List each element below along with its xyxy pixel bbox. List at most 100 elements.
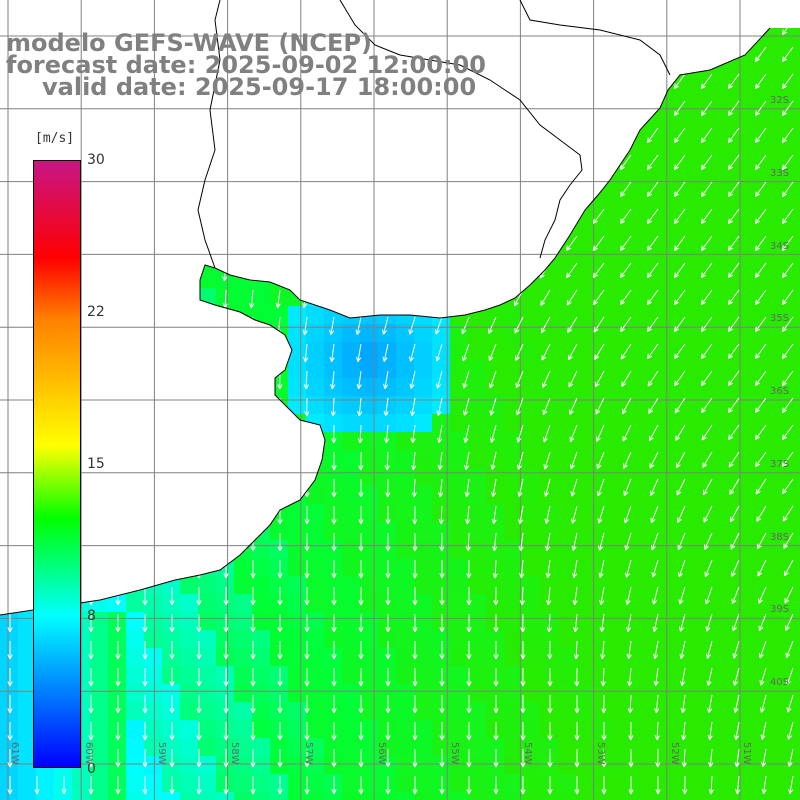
wind-arrow <box>700 181 713 197</box>
wind-arrow <box>304 668 310 687</box>
field-cell <box>594 270 612 288</box>
field-cell <box>720 180 738 198</box>
field-cell <box>324 666 342 684</box>
field-cell <box>576 468 594 486</box>
field-cell <box>702 774 720 792</box>
field-cell <box>432 324 450 342</box>
field-cell <box>504 576 522 594</box>
field-cell <box>342 648 360 666</box>
lon-label-51w: 51W <box>741 742 752 765</box>
wind-arrow <box>196 695 202 714</box>
field-cell <box>540 612 558 630</box>
wind-arrow <box>626 613 632 633</box>
title-valid-date: valid date: 2025-09-17 18:00:00 <box>42 73 477 101</box>
field-cell <box>432 792 450 800</box>
field-cell <box>702 450 720 468</box>
field-cell <box>540 684 558 702</box>
field-cell <box>738 90 756 108</box>
field-cell <box>432 360 450 378</box>
field-cell <box>180 666 198 684</box>
wind-arrow <box>115 641 121 660</box>
wind-arrow <box>754 343 767 359</box>
field-cell <box>666 252 684 270</box>
field-cell <box>198 648 216 666</box>
wind-arrow <box>730 532 740 550</box>
field-cell <box>414 738 432 756</box>
field-cell <box>792 792 800 800</box>
wind-arrow <box>620 343 632 360</box>
field-cell <box>126 666 144 684</box>
wind-arrow <box>646 127 659 143</box>
field-cell <box>252 684 270 702</box>
field-cell <box>774 792 792 800</box>
field-cell <box>792 684 800 702</box>
field-cell <box>468 396 486 414</box>
field-cell <box>702 594 720 612</box>
field-cell <box>756 576 774 594</box>
wind-arrow <box>88 722 94 741</box>
field-cell <box>198 630 216 648</box>
field-cell <box>306 756 324 774</box>
field-cell <box>504 540 522 558</box>
field-cell <box>756 378 774 396</box>
field-cell <box>702 360 720 378</box>
field-cell <box>684 288 702 306</box>
wind-arrow <box>250 641 256 660</box>
field-cell <box>378 720 396 738</box>
wind-arrow <box>491 478 497 498</box>
field-cell <box>792 738 800 756</box>
wind-arrow <box>142 641 148 660</box>
field-cell <box>666 648 684 666</box>
field-cell <box>360 540 378 558</box>
field-cell <box>432 738 450 756</box>
wind-arrow <box>677 559 686 578</box>
wind-arrow <box>223 668 229 687</box>
wind-arrow <box>781 73 794 89</box>
field-cell <box>252 702 270 720</box>
wind-arrow <box>623 505 632 524</box>
wind-arrow <box>381 316 389 335</box>
field-cell <box>576 270 594 288</box>
wind-arrow <box>573 613 579 633</box>
field-cell <box>792 162 800 180</box>
field-cell <box>738 558 756 576</box>
wind-arrow <box>595 397 605 415</box>
field-cell <box>774 198 792 216</box>
field-cell <box>738 720 756 738</box>
field-cell <box>684 612 702 630</box>
field-cell <box>468 756 486 774</box>
field-cell <box>702 90 720 108</box>
wind-arrow <box>331 641 337 660</box>
field-cell <box>414 324 432 342</box>
wind-arrow <box>625 586 632 605</box>
field-cell <box>576 432 594 450</box>
wind-arrow <box>223 614 229 633</box>
field-cell <box>486 612 504 630</box>
field-cell <box>648 162 666 180</box>
field-cell <box>522 648 540 666</box>
wind-arrow <box>600 640 606 660</box>
field-cell <box>684 432 702 450</box>
field-cell <box>396 612 414 630</box>
wind-arrow <box>493 668 499 687</box>
field-cell <box>666 666 684 684</box>
field-cell <box>648 252 666 270</box>
wind-arrow <box>569 424 578 443</box>
field-cell <box>126 684 144 702</box>
wind-arrow <box>488 343 497 362</box>
wind-arrow <box>517 478 524 497</box>
field-cell <box>540 630 558 648</box>
wind-arrow <box>488 316 497 334</box>
field-cell <box>468 720 486 738</box>
field-cell <box>648 576 666 594</box>
wind-arrow <box>304 695 310 714</box>
field-cell <box>774 540 792 558</box>
field-cell <box>720 252 738 270</box>
field-cell <box>720 306 738 324</box>
wind-arrow <box>34 776 40 795</box>
wind-arrow <box>600 667 606 687</box>
field-cell <box>144 738 162 756</box>
wind-arrow <box>461 343 470 362</box>
field-cell <box>252 594 270 612</box>
wind-arrow <box>727 73 740 89</box>
